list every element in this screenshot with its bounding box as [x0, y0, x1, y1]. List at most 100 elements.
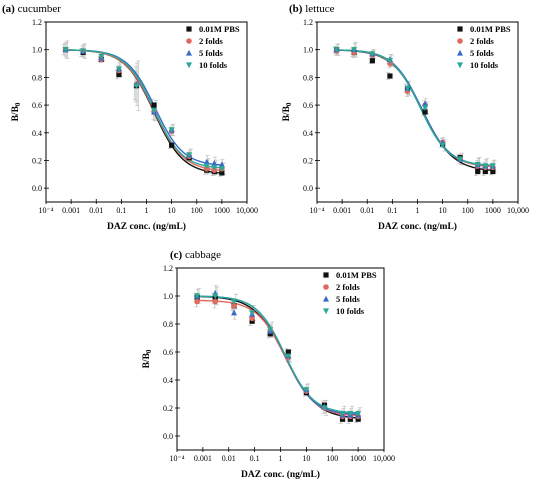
data-point: [482, 168, 488, 175]
data-point: [285, 349, 291, 355]
data-point: [116, 72, 122, 78]
x-tick-label: 0.1: [250, 454, 260, 463]
data-point: [387, 73, 393, 79]
legend-label: 10 folds: [336, 306, 365, 316]
legend-marker: [186, 62, 192, 69]
data-point: [203, 163, 210, 170]
data-point: [212, 293, 219, 300]
y-tick-label: 0.2: [32, 156, 42, 165]
x-tick-label: 1000: [214, 206, 230, 215]
y-tick-label: 0.6: [32, 101, 42, 110]
data-point: [457, 156, 464, 163]
x-tick-label: 0.001: [62, 206, 80, 215]
x-tick-label: 1: [145, 206, 149, 215]
fit-curve: [336, 49, 493, 167]
panel-name: cabbage: [182, 249, 221, 261]
panel-label: (c): [170, 249, 183, 261]
data-point: [168, 127, 175, 134]
x-tick-label: 10,000: [236, 206, 258, 215]
legend-label: 5 folds: [199, 48, 224, 58]
y-tick-label: 0.2: [303, 156, 313, 165]
y-tick-label: 0.4: [163, 376, 173, 385]
data-point: [218, 166, 225, 172]
data-point: [212, 298, 219, 305]
data-point: [369, 51, 376, 58]
legend-marker: [457, 49, 463, 56]
data-point: [194, 293, 201, 300]
data-point: [482, 163, 489, 170]
legend-label: 10 folds: [199, 60, 228, 70]
y-tick-label: 1.2: [32, 18, 42, 27]
data-point: [231, 299, 238, 305]
y-tick-label: 0.4: [32, 129, 42, 138]
data-point: [133, 83, 140, 89]
x-tick-label: 1000: [485, 206, 501, 215]
fit-curve: [197, 295, 359, 419]
data-point: [249, 318, 255, 324]
data-point: [475, 168, 481, 175]
y-axis-label-sub: 0: [145, 349, 153, 353]
x-axis-label: DAZ conc. (ng/mL): [241, 469, 320, 480]
x-tick-label: 100: [462, 206, 474, 215]
data-point: [404, 85, 411, 92]
fit-curve: [65, 49, 222, 169]
x-tick-label: 0.01: [89, 206, 103, 215]
x-tick-label: 10: [168, 206, 176, 215]
data-point: [98, 54, 105, 60]
y-axis-label: B/B0: [282, 102, 293, 121]
fit-curve: [197, 295, 359, 414]
data-point: [267, 331, 273, 337]
y-axis-label-main: B/B: [142, 352, 152, 368]
y-tick-label: 0.6: [163, 348, 173, 357]
legend-label: 2 folds: [470, 36, 495, 46]
data-point: [474, 162, 481, 168]
data-point: [422, 109, 428, 115]
panel-cucumber: (a) cucumber 0.0 0.2 0.4 0.6 0.8 1.0 1.2 10⁻⁴ 0.0…: [2, 3, 258, 232]
x-tick-label: 10⁻⁴: [309, 206, 324, 215]
legend-label: 5 folds: [470, 48, 495, 58]
legend-marker: [323, 284, 329, 290]
y-tick-label: 1.2: [163, 264, 173, 273]
data-point: [439, 142, 446, 149]
y-tick-label: 0.0: [163, 432, 173, 441]
panel-cabbage: (c) cabbage 0.0 0.2 0.4 0.6 0.8 1.0 1.2 10⁻⁴ 0.00…: [142, 249, 395, 480]
data-point: [386, 58, 393, 64]
x-tick-label: 10,000: [373, 454, 395, 463]
panel-title: (a) cucumber: [2, 3, 61, 15]
data-point: [347, 416, 353, 422]
data-point: [231, 303, 237, 309]
y-axis-label: B/B0: [11, 102, 22, 121]
fit-curve: [197, 299, 359, 417]
data-point: [169, 142, 175, 148]
y-tick-label: 1.0: [32, 46, 42, 55]
data-point: [422, 105, 429, 112]
y-tick-label: 0.8: [163, 320, 173, 329]
legend-label: 5 folds: [336, 294, 361, 304]
data-point: [355, 416, 361, 422]
data-point: [194, 298, 200, 305]
x-tick-label: 10: [302, 454, 310, 463]
data-point: [285, 353, 292, 360]
x-tick-label: 100: [326, 454, 338, 463]
data-point: [347, 411, 354, 417]
panel-name: lettuce: [302, 3, 334, 15]
x-tick-label: 10,000: [507, 206, 529, 215]
y-axis-label-main: B/B: [11, 105, 21, 121]
data-point: [249, 315, 255, 322]
legend-label: 0.01M PBS: [470, 24, 511, 34]
data-point: [267, 327, 274, 333]
data-point: [339, 416, 346, 422]
data-point: [219, 170, 225, 176]
data-point: [203, 158, 210, 165]
panel-title: (c) cabbage: [170, 249, 221, 261]
x-tick-label: 0.001: [194, 454, 212, 463]
data-point: [80, 48, 87, 55]
data-point: [303, 387, 310, 393]
legend-marker: [457, 38, 463, 44]
x-axis-label: DAZ conc. (ng/mL): [107, 221, 186, 232]
x-tick-label: 1: [416, 206, 420, 215]
y-tick-label: 0.4: [303, 129, 313, 138]
data-point: [211, 164, 218, 171]
data-point: [115, 66, 122, 73]
legend-marker: [186, 26, 192, 32]
